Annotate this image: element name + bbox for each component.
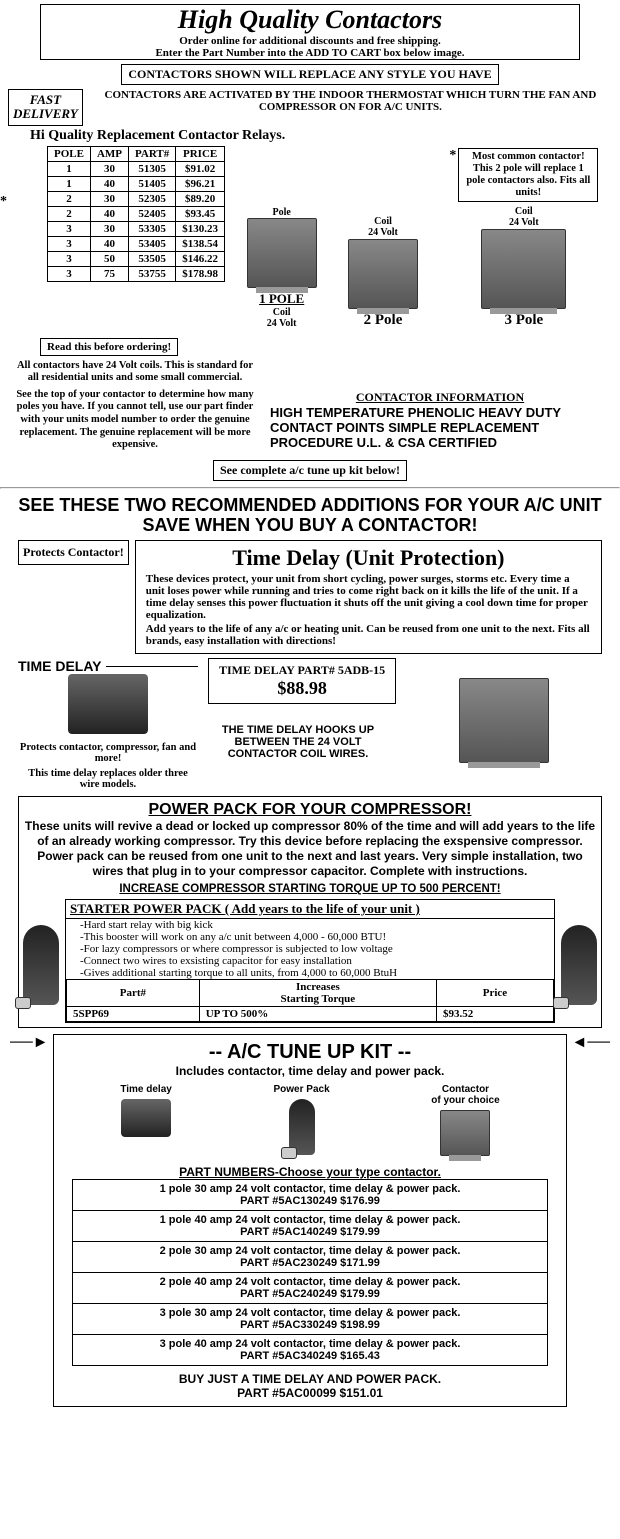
kit-box: -- A/C TUNE UP KIT -- Includes contactor… <box>53 1034 568 1407</box>
pole2-coil: Coil 24 Volt <box>348 216 418 239</box>
list-item: -Gives additional starting torque to all… <box>80 967 554 979</box>
parts-header: AMP <box>90 146 128 161</box>
kit-row: 2 pole 30 amp 24 volt contactor, time de… <box>73 1242 548 1273</box>
kit-row: 1 pole 40 amp 24 volt contactor, time de… <box>73 1211 548 1242</box>
read-before-box: Read this before ordering! <box>40 338 178 356</box>
table-row: 23052305$89.20 <box>48 191 225 206</box>
header-box: High Quality Contactors Order online for… <box>40 4 580 60</box>
parts-table: POLEAMPPART#PRICE 13051305$91.0214051405… <box>47 146 225 282</box>
page-title: High Quality Contactors <box>41 5 579 35</box>
pole1-coil: Coil 24 Volt <box>247 307 317 330</box>
list-item: -Hard start relay with big kick <box>80 919 554 931</box>
spp-add-text: ( Add years to the life of your unit ) <box>225 901 420 916</box>
fast-delivery-badge: FAST DELIVERY <box>8 89 83 126</box>
contactor-3pole-image <box>481 229 566 309</box>
kit-row: 2 pole 40 amp 24 volt contactor, time de… <box>73 1273 548 1304</box>
kit-time-delay-image <box>121 1099 171 1137</box>
activated-note: CONTACTORS ARE ACTIVATED BY THE INDOOR T… <box>89 89 612 113</box>
kit-power-pack-image <box>289 1099 315 1155</box>
kit-title: -- A/C TUNE UP KIT -- <box>60 1041 561 1064</box>
spp-header: STARTER POWER PACK ( Add years to the li… <box>66 900 554 919</box>
pole1-name: 1 POLE <box>247 292 317 307</box>
power-pack-body: These units will revive a dead or locked… <box>23 819 597 879</box>
replace-banner: CONTACTORS SHOWN WILL REPLACE ANY STYLE … <box>121 64 498 85</box>
pole3-coil: Coil 24 Volt <box>449 206 598 229</box>
pole3-group: * Most common contactor! This 2 pole wil… <box>449 148 598 330</box>
spp-list: -Hard start relay with big kick-This boo… <box>80 919 554 979</box>
power-pack-title: POWER PACK FOR YOUR COMPRESSOR! <box>23 801 597 819</box>
spp-header-text: STARTER POWER PACK <box>70 901 221 916</box>
time-delay-partnum: TIME DELAY PART# 5ADB-15 <box>219 663 385 678</box>
pole2-group: Coil 24 Volt 2 Pole <box>348 216 418 330</box>
pole3-name: 3 Pole <box>449 312 598 329</box>
table-row: 14051405$96.21 <box>48 176 225 191</box>
kit-row: 3 pole 40 amp 24 volt contactor, time de… <box>73 1335 548 1366</box>
kit-row: 1 pole 30 amp 24 volt contactor, time de… <box>73 1180 548 1211</box>
contactor-1pole-image <box>247 218 317 288</box>
table-row: 24052405$93.45 <box>48 206 225 221</box>
see-kit-banner: See complete a/c tune up kit below! <box>213 460 407 481</box>
table-row: 37553755$178.98 <box>48 266 225 281</box>
pole-label: Pole <box>247 207 317 219</box>
time-delay-contactor-image <box>459 678 549 763</box>
contactor-info-header: CONTACTOR INFORMATION <box>270 390 610 405</box>
contactor-info-body: HIGH TEMPERATURE PHENOLIC HEAVY DUTY CON… <box>270 405 610 450</box>
most-common-note: Most common contactor! This 2 pole will … <box>458 148 598 202</box>
kit-img-label-3: Contactor of your choice <box>431 1084 499 1106</box>
spp-table: Part#Increases Starting TorquePrice 5SPP… <box>66 979 554 1022</box>
kit-contactor-image <box>440 1110 490 1156</box>
kit-partnum-header: PART NUMBERS-Choose your type contactor. <box>60 1165 561 1179</box>
power-pack-image-right <box>561 925 597 1005</box>
time-delay-note2: This time delay replaces older three wir… <box>18 768 198 790</box>
table-row: 33053305$130.23 <box>48 221 225 236</box>
time-delay-body: These devices protect, your unit from sh… <box>146 573 591 621</box>
list-item: -Connect two wires to exsisting capacito… <box>80 955 554 967</box>
arrow-right-icon: ──► <box>10 1034 49 1052</box>
parts-header: POLE <box>48 146 91 161</box>
time-delay-hook: THE TIME DELAY HOOKS UP BETWEEN THE 24 V… <box>208 724 388 760</box>
time-delay-price: $88.98 <box>219 678 385 699</box>
time-delay-body2: Add years to the life of any a/c or heat… <box>146 623 591 647</box>
section-title: Hi Quality Replacement Contactor Relays. <box>30 128 620 144</box>
kit-row: 3 pole 30 amp 24 volt contactor, time de… <box>73 1304 548 1335</box>
notes-coils: All contactors have 24 Volt coils. This … <box>16 360 254 385</box>
arrow-left-icon: ◄── <box>571 1034 610 1052</box>
kit-img-label-1: Time delay <box>120 1084 172 1095</box>
time-delay-label: TIME DELAY <box>18 658 102 674</box>
power-pack-image-left <box>23 925 59 1005</box>
table-row: 13051305$91.02 <box>48 161 225 176</box>
protects-badge: Protects Contactor! <box>18 540 129 565</box>
contactor-2pole-image <box>348 239 418 309</box>
pole1-group: Pole 1 POLE Coil 24 Volt <box>247 207 317 330</box>
kit-table: 1 pole 30 amp 24 volt contactor, time de… <box>72 1179 548 1366</box>
parts-header: PRICE <box>176 146 225 161</box>
pole2-name: 2 Pole <box>348 312 418 329</box>
time-delay-title: Time Delay (Unit Protection) <box>140 545 597 571</box>
kit-buy: BUY JUST A TIME DELAY AND POWER PACK. PA… <box>60 1372 561 1400</box>
recommended-heading: SEE THESE TWO RECOMMENDED ADDITIONS FOR … <box>2 495 618 536</box>
power-pack-increase: INCREASE COMPRESSOR STARTING TORQUE UP T… <box>23 883 597 895</box>
kit-sub: Includes contactor, time delay and power… <box>60 1064 561 1078</box>
header-sub2: Enter the Part Number into the ADD TO CA… <box>41 47 579 59</box>
table-row: 35053505$146.22 <box>48 251 225 266</box>
power-pack-box: POWER PACK FOR YOUR COMPRESSOR! These un… <box>18 796 602 1028</box>
header-sub1: Order online for additional discounts an… <box>41 35 579 47</box>
star-marker-2: * <box>449 148 456 164</box>
table-row: 34053405$138.54 <box>48 236 225 251</box>
time-delay-part-box: TIME DELAY PART# 5ADB-15 $88.98 <box>208 658 396 704</box>
parts-header: PART# <box>129 146 176 161</box>
star-marker: * <box>0 194 7 210</box>
time-delay-image <box>68 674 148 734</box>
kit-images: Time delay Power Pack Contactor of your … <box>70 1084 551 1159</box>
kit-img-label-2: Power Pack <box>273 1084 329 1095</box>
notes-poles: See the top of your contactor to determi… <box>16 389 254 452</box>
list-item: -For lazy compressors or where compresso… <box>80 943 554 955</box>
time-delay-note1: Protects contactor, compressor, fan and … <box>18 742 198 764</box>
list-item: -This booster will work on any a/c unit … <box>80 931 554 943</box>
